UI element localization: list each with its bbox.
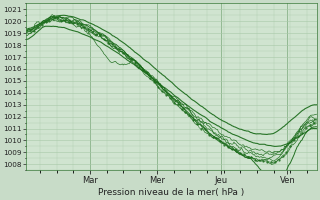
X-axis label: Pression niveau de la mer( hPa ): Pression niveau de la mer( hPa ) — [98, 188, 244, 197]
